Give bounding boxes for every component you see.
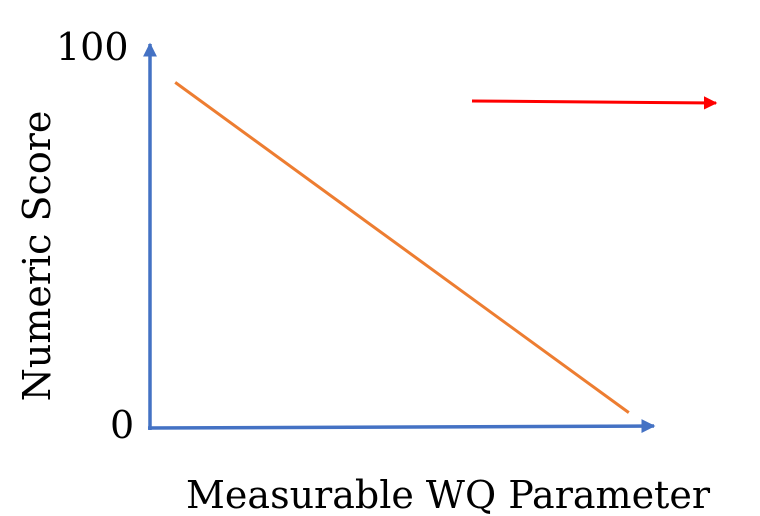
y-tick-label-max: 100 [56,25,129,69]
y-tick-label-min: 0 [110,403,134,447]
series-line [174,81,630,414]
x-axis-label: Measurable WQ Parameter [186,473,711,516]
y-axis-label: Numeric Score [15,111,59,402]
x-axis [147,419,656,434]
annotation-arrow [471,96,718,110]
